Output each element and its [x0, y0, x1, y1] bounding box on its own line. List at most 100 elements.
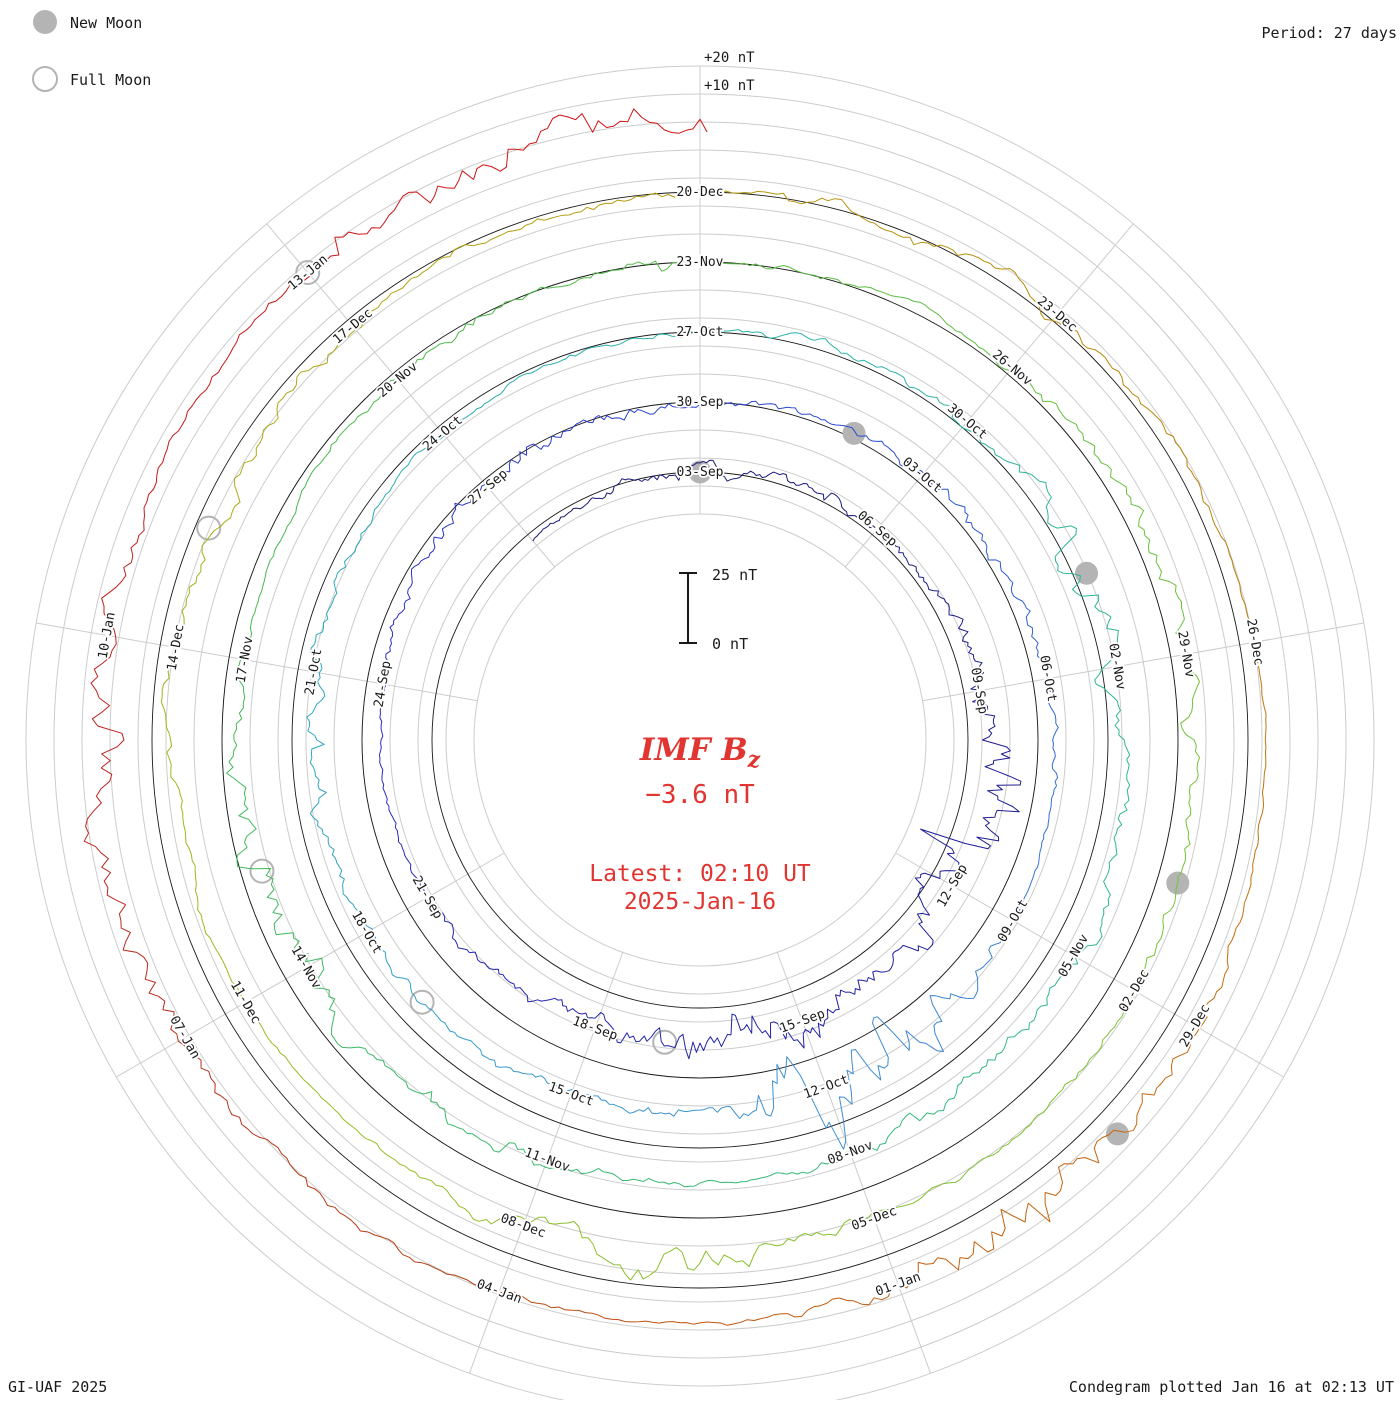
bz-data-segment	[416, 1000, 487, 1058]
bz-data-segment	[1007, 963, 1078, 1038]
bz-data-segment	[459, 211, 582, 248]
bz-data-segment	[83, 767, 126, 906]
bz-data-segment	[625, 1318, 761, 1326]
bz-data-segment	[651, 1105, 741, 1120]
bz-data-segment	[1243, 779, 1265, 910]
bz-data-segment	[844, 1110, 939, 1154]
bz-data-segment	[90, 629, 125, 769]
date-label: 05-Nov	[1056, 932, 1093, 980]
bz-data-segment	[966, 429, 1048, 489]
bz-data-segment	[739, 1056, 845, 1150]
bz-data-segment	[1148, 552, 1190, 660]
bz-data-segment	[148, 372, 219, 495]
bz-data-segment	[1000, 1134, 1110, 1223]
bz-data-segment	[730, 1013, 805, 1049]
new-moon-marker	[1105, 1122, 1129, 1146]
bz-data-segment	[469, 951, 528, 997]
grid-spoke	[895, 852, 1284, 1078]
bz-data-segment	[361, 246, 460, 328]
bz-data-segment	[378, 680, 387, 756]
bz-data-segment	[703, 459, 766, 482]
bz-data-segment	[937, 1037, 1009, 1112]
bz-data-segment	[1180, 659, 1200, 775]
latest-time-label: Latest: 02:10 UT	[589, 861, 811, 887]
date-label: 24-Sep	[372, 660, 395, 709]
bz-data-segment	[175, 526, 221, 642]
grid-spoke	[844, 223, 1134, 568]
bz-data-segment	[364, 1048, 447, 1118]
full-moon-marker	[295, 260, 321, 286]
date-label: 23-Nov	[677, 255, 724, 270]
date-label: 02-Nov	[1105, 642, 1128, 691]
bz-data-segment	[101, 494, 150, 630]
bz-data-segment	[532, 504, 586, 542]
bz-data-segment	[487, 436, 553, 483]
date-label: 05-Dec	[850, 1204, 899, 1234]
date-label: 02-Dec	[1116, 967, 1152, 1015]
bz-data-segment	[704, 327, 802, 339]
bz-data-segment	[867, 1166, 974, 1219]
bz-data-segment	[962, 629, 985, 694]
full-moon-marker	[196, 515, 222, 541]
bz-data-segment	[585, 478, 643, 506]
bz-data-segment	[1195, 909, 1245, 1035]
bz-data-segment	[1175, 774, 1199, 889]
bz-data-segment	[176, 1033, 267, 1140]
bz-data-segment	[1108, 1033, 1197, 1136]
date-label: 27-Oct	[677, 325, 724, 340]
bz-data-segment	[802, 988, 861, 1038]
date-label: 26-Dec	[1243, 618, 1266, 667]
date-label: 07-Jan	[166, 1013, 202, 1061]
bz-data-segment	[1024, 604, 1047, 684]
date-label: 26-Nov	[989, 347, 1035, 389]
bz-data-segment	[753, 1217, 868, 1255]
baseline-circle	[361, 401, 1039, 1079]
date-label: 04-Jan	[474, 1277, 523, 1307]
bz-data-segment	[521, 344, 612, 376]
bz-data-segment	[446, 374, 523, 432]
bz-data-segment	[382, 430, 448, 499]
bz-data-segment	[326, 374, 402, 456]
bz-data-segment	[160, 641, 178, 765]
bz-data-segment	[567, 1089, 653, 1114]
bz-data-segment	[424, 894, 470, 953]
radial-scale-plus10-label: +10 nT	[704, 78, 755, 94]
date-label: 21-Sep	[409, 873, 446, 921]
period-label: Period: 27 days	[1262, 24, 1397, 42]
bz-data-segment	[118, 904, 178, 1035]
bz-data-segment	[403, 537, 436, 609]
bz-data-segment	[1041, 764, 1058, 847]
center-value: −3.6 nT	[645, 780, 755, 810]
bz-data-segment	[309, 757, 330, 847]
bz-data-segment	[434, 114, 560, 197]
bz-data-segment	[630, 1247, 755, 1281]
bz-data-segment	[1094, 674, 1131, 771]
bz-data-segment	[706, 190, 836, 205]
date-label: 13-Jan	[285, 252, 331, 294]
bz-data-segment	[220, 417, 279, 527]
date-label: 29-Nov	[1174, 630, 1197, 679]
bz-data-segment	[551, 414, 628, 438]
date-label: 14-Dec	[165, 623, 188, 672]
bz-data-segment	[705, 261, 816, 276]
bz-data-segment	[409, 1169, 521, 1225]
date-label: 17-Nov	[234, 635, 257, 684]
new-moon-icon	[33, 10, 57, 34]
bz-data-segment	[594, 1012, 662, 1044]
bz-data-segment	[485, 1056, 568, 1093]
bz-data-segment	[703, 399, 783, 410]
bz-data-segment	[1013, 374, 1096, 454]
new-moon-marker	[688, 460, 712, 484]
grid-spoke	[776, 952, 931, 1374]
bz-data-segment	[400, 313, 493, 376]
grid-spoke	[116, 852, 505, 1078]
bz-data-segment	[890, 370, 967, 430]
bz-data-segment	[815, 275, 926, 306]
full-moon-label: Full Moon	[70, 71, 151, 89]
bz-data-segment	[305, 957, 366, 1049]
latest-date-label: 2025-Jan-16	[624, 889, 776, 915]
bz-data-segment	[1254, 648, 1267, 780]
bz-data-segment	[559, 108, 708, 134]
center-annotations: IMF Bz −3.6 nT Latest: 02:10 UT 2025-Jan…	[589, 732, 811, 915]
bz-data-segment	[367, 926, 418, 1002]
